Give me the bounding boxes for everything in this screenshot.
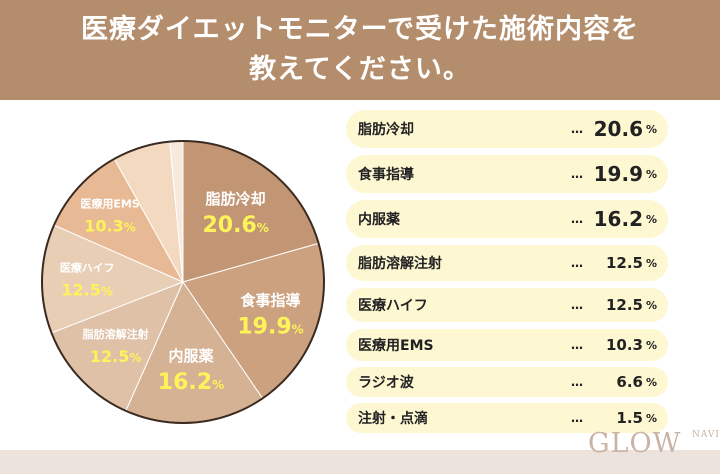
slice-label: 内服薬 (168, 347, 213, 365)
percent-unit: % (646, 122, 658, 136)
legend-value: 6.6 (616, 373, 643, 391)
slice-value: 12.5% (90, 347, 142, 366)
legend-label: 医療ハイフ (358, 298, 428, 314)
legend-row: 食事指導 … 19.9% (346, 155, 668, 193)
glow-navi-logo: GLOW NAVI (588, 428, 720, 459)
legend-value: 12.5 (605, 254, 643, 272)
legend-value: 1.5 (616, 409, 643, 427)
legend-row: ラジオ波 … 6.6% (346, 367, 668, 397)
leader-dots: … (571, 167, 583, 181)
leader-dots: … (571, 298, 583, 312)
header: 医療ダイエットモニターで受けた施術内容を 教えてください。 (0, 0, 720, 100)
legend-label: ラジオ波 (358, 375, 414, 391)
legend-label: 食事指導 (358, 167, 414, 183)
percent-unit: % (646, 212, 658, 226)
leader-dots: … (571, 375, 583, 389)
legend-value: 16.2 (593, 207, 643, 231)
slice-label: 脂肪冷却 (206, 190, 266, 208)
legend-value: 10.3 (605, 336, 643, 354)
legend-value: 12.5 (605, 296, 643, 314)
leader-dots: … (571, 122, 583, 136)
slice-label: 医療ハイフ (60, 261, 115, 275)
legend-row: 注射・点滴 … 1.5% (346, 403, 668, 433)
leader-dots: … (571, 411, 583, 425)
slice-label: 脂肪溶解注射 (82, 327, 149, 341)
legend-row: 医療用EMS … 10.3% (346, 329, 668, 361)
percent-unit: % (646, 256, 658, 270)
legend-label: 内服薬 (358, 212, 400, 228)
legend-row: 脂肪冷却 … 20.6% (346, 110, 668, 148)
leader-dots: … (571, 338, 583, 352)
legend-label: 注射・点滴 (358, 411, 428, 427)
slice-label: 食事指導 (241, 292, 301, 310)
slice-label: 医療用EMS (80, 197, 139, 211)
percent-unit: % (646, 411, 658, 425)
percent-unit: % (646, 338, 658, 352)
legend-label: 脂肪冷却 (358, 122, 414, 138)
legend-row: 脂肪溶解注射 … 12.5% (346, 245, 668, 281)
slice-value: 12.5% (61, 281, 113, 300)
legend-label: 医療用EMS (358, 338, 434, 354)
percent-unit: % (646, 167, 658, 181)
legend-value: 19.9 (593, 162, 643, 186)
title-line-2: 教えてください。 (249, 54, 471, 85)
percent-unit: % (646, 298, 658, 312)
title-line-1: 医療ダイエットモニターで受けた施術内容を (80, 14, 640, 45)
pie-outline (41, 140, 325, 424)
legend-label: 脂肪溶解注射 (358, 256, 442, 272)
legend-row: 内服薬 … 16.2% (346, 200, 668, 238)
footer-band (0, 450, 720, 474)
legend-row: 医療ハイフ … 12.5% (346, 288, 668, 322)
percent-unit: % (646, 375, 658, 389)
leader-dots: … (571, 212, 583, 226)
legend-value: 20.6 (593, 117, 643, 141)
leader-dots: … (571, 256, 583, 270)
slice-value: 10.3% (84, 217, 136, 236)
